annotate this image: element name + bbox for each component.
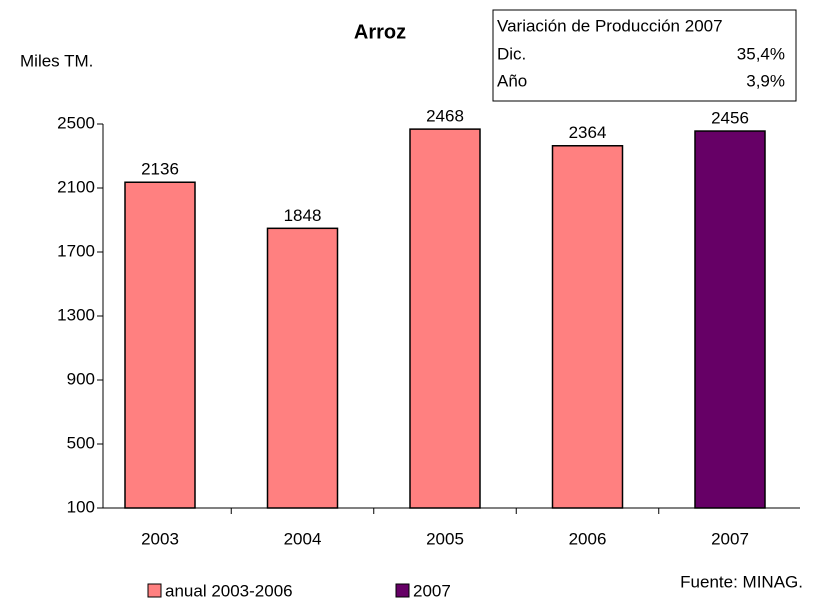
- info-title: Variación de Producción 2007: [497, 16, 723, 35]
- info-value: 3,9%: [746, 71, 785, 90]
- bar: [266, 227, 339, 509]
- info-label: Dic.: [497, 44, 526, 63]
- legend-swatch: [395, 583, 410, 598]
- legend-label: anual 2003-2006: [165, 581, 293, 600]
- y-tick-label: 900: [67, 369, 95, 388]
- data-label: 2456: [711, 109, 749, 128]
- data-label: 2468: [426, 107, 464, 126]
- y-axis-label: Miles TM.: [20, 51, 93, 70]
- data-label: 1848: [284, 206, 322, 225]
- y-tick-label: 1700: [57, 241, 95, 260]
- chart-title: Arroz: [354, 21, 406, 43]
- data-label: 2364: [569, 123, 607, 142]
- bar: [409, 128, 481, 509]
- bar: [551, 145, 624, 509]
- y-tick-label: 2100: [57, 177, 95, 196]
- y-tick-label: 500: [67, 433, 95, 452]
- legend-label: 2007: [413, 581, 451, 600]
- y-tick-label: 100: [67, 497, 95, 516]
- legend-swatch: [147, 583, 162, 598]
- x-tick-label: 2005: [426, 529, 464, 548]
- y-tick-label: 1300: [57, 305, 95, 324]
- bar: [124, 181, 196, 509]
- info-box: [492, 9, 797, 102]
- y-tick-label: 2500: [57, 113, 95, 132]
- data-label: 2136: [141, 160, 179, 179]
- info-label: Año: [497, 71, 527, 90]
- bar: [694, 130, 766, 509]
- x-tick-label: 2004: [284, 529, 322, 548]
- info-value: 35,4%: [737, 44, 785, 63]
- x-tick-label: 2003: [141, 529, 179, 548]
- x-tick-label: 2006: [569, 529, 607, 548]
- x-tick-label: 2007: [711, 529, 749, 548]
- source: Fuente: MINAG.: [680, 572, 803, 591]
